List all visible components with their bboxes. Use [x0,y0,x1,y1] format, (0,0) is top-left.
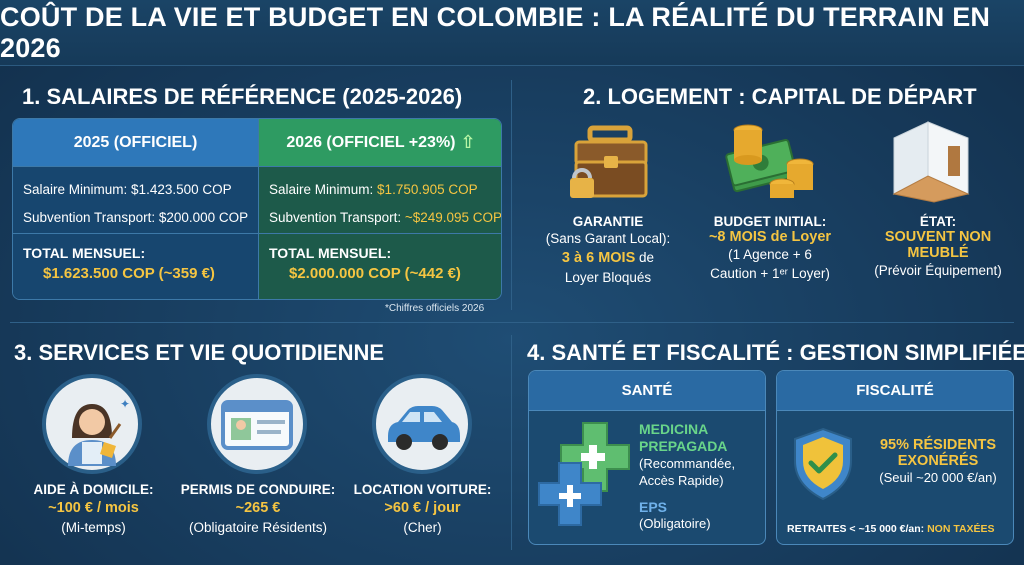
permis-block: PERMIS DE CONDUIRE: ~265 € (Obligatoire … [168,480,348,537]
empty-room-icon [892,121,970,203]
service-value: ~100 € / mois [48,500,139,516]
budget-line3: Caution + 1ᵉʳ Loyer) [710,266,830,281]
title-bar: COÛT DE LA VIE ET BUDGET EN COLOMBIE : L… [0,0,1024,66]
transport-value: $200.000 COP [158,209,249,225]
service-label: AIDE À DOMICILE: [33,482,154,497]
salary-min-label: Salaire Minimum: [269,181,374,197]
eps-note: (Obligatoire) [639,516,711,531]
fiscal-main-block: 95% RÉSIDENTS EXONÉRÉS (Seuil ~20 000 €/… [863,437,1013,486]
svc-circle [207,374,307,474]
total-block: TOTAL MENSUEL: $2.000.000 COP (~442 €) [269,237,499,282]
service-value: >60 € / jour [384,500,461,516]
retraites-highlight: NON TAXÉES [927,523,995,535]
salary-header-2025: 2025 (OFFICIEL) [13,119,258,167]
salary-min-row: Salaire Minimum: $1.423.500 COP [13,175,258,203]
fiscal-panel: FISCALITÉ 95% RÉSIDENTS EXONÉRÉS (Seuil … [776,370,1014,545]
total-value: $2.000.000 COP (~442 €) [289,265,461,282]
garantie-block: GARANTIE (Sans Garant Local): 3 à 6 MOIS… [528,214,688,287]
service-note: (Obligatoire Résidents) [188,520,328,535]
sante-panel: SANTÉ MEDICINA PREPAGADA (Recommandée, A… [528,370,766,545]
salary-table: 2025 (OFFICIEL) Salaire Minimum: $1.423.… [12,118,502,300]
service-note: (Mi-temps) [61,520,126,535]
budget-label: BUDGET INITIAL: [713,214,827,229]
budget-line2: (1 Agence + 6 [728,247,812,262]
etat-block: ÉTAT: SOUVENT NON MEUBLÉ (Prévoir Équipe… [858,214,1018,280]
etat-line3: (Prévoir Équipement) [874,263,1002,278]
service-value: ~265 € [235,500,281,516]
medicina-line2: PREPAGADA [639,438,728,454]
salary-header-2026-label: 2026 (OFFICIEL +23%) [286,133,456,151]
medicina-note-1: (Recommandée, [639,456,736,471]
page-title: COÛT DE LA VIE ET BUDGET EN COLOMBIE : L… [0,1,991,63]
salary-column-2025: 2025 (OFFICIEL) Salaire Minimum: $1.423.… [13,119,258,299]
salary-min-value: $1.750.905 COP [377,181,478,197]
fiscal-note: (Seuil ~20 000 €/an) [879,470,997,485]
section-title-services: 3. SERVICES ET VIE QUOTIDIENNE [14,340,385,365]
medicina-line1: MEDICINA [639,421,709,437]
budget-highlight: ~8 MOIS de Loyer [708,229,832,245]
salary-header-2026: 2026 (OFFICIEL +23%) ⇧ [259,119,501,167]
transport-label: Subvention Transport: [269,209,402,225]
service-label: LOCATION VOITURE: [353,482,492,497]
garantie-label: GARANTIE [572,214,644,229]
aide-domicile-block: AIDE À DOMICILE: ~100 € / mois (Mi-temps… [6,480,181,537]
section-title-salaires: 1. SALAIRES DE RÉFÉRENCE (2025-2026) [22,84,463,109]
transport-label: Subvention Transport: [23,209,156,225]
arrow-up-icon: ⇧ [460,132,476,152]
divider [511,80,512,310]
transport-row: Subvention Transport: $200.000 COP [13,203,258,231]
money-stack-icon [725,124,814,198]
garantie-after: de [639,250,655,265]
sante-header: SANTÉ [529,371,765,411]
fiscal-highlight-1: 95% RÉSIDENTS [879,437,997,453]
etat-highlight-1: SOUVENT NON [884,229,992,245]
svc-circle: ✦ [42,374,142,474]
salary-min-value: $1.423.500 COP [131,181,232,197]
salary-column-2026: 2026 (OFFICIEL +23%) ⇧ Salaire Minimum: … [258,119,502,299]
garantie-highlight: 3 à 6 MOIS [561,250,636,266]
treasure-chest-lock-icon [570,125,648,198]
service-label: PERMIS DE CONDUIRE: [180,482,336,497]
fiscal-highlight-2: EXONÉRÉS [897,453,979,469]
salary-min-row: Salaire Minimum: $1.750.905 COP [259,175,501,203]
transport-row: Subvention Transport: ~$249.095 COP [259,203,502,231]
license-card-icon [221,400,293,450]
medicina-block: MEDICINA PREPAGADA (Recommandée, Accès R… [639,421,763,489]
eps-label: EPS [639,499,668,515]
total-label: TOTAL MENSUEL: [23,245,146,261]
shield-check-icon [794,427,852,501]
section-title-sante-fiscal: 4. SANTÉ ET FISCALITÉ : GESTION SIMPLIFI… [527,340,1024,365]
salary-min-label: Salaire Minimum: [23,181,128,197]
etat-highlight-2: MEUBLÉ [907,245,969,261]
car-icon [388,406,460,450]
fiscal-header: FISCALITÉ [777,371,1013,411]
service-note: (Cher) [403,520,442,535]
medicina-note-2: Accès Rapide) [639,473,724,488]
total-block: TOTAL MENSUEL: $1.623.500 COP (~359 €) [23,237,253,282]
transport-value: ~$249.095 COP [404,209,502,225]
medical-cross-icon [538,422,630,526]
garantie-line3: Loyer Bloqués [564,270,652,285]
garantie-sub: (Sans Garant Local): [545,231,671,246]
divider [511,335,512,550]
divider [13,233,501,234]
divider [10,322,1014,323]
budget-block: BUDGET INITIAL: ~8 MOIS de Loyer (1 Agen… [690,214,850,283]
total-value: $1.623.500 COP (~359 €) [43,265,215,282]
svc-circle [372,374,472,474]
etat-label: ÉTAT: [919,214,957,229]
location-voiture-block: LOCATION VOITURE: >60 € / jour (Cher) [340,480,505,537]
section-title-logement: 2. LOGEMENT : CAPITAL DE DÉPART [583,84,977,109]
retraites-line: RETRAITES < ~15 000 €/an: NON TAXÉES [787,523,1013,535]
svg-text:✦: ✦ [120,397,130,411]
retraites-label: RETRAITES < ~15 000 €/an: [787,523,925,535]
eps-block: EPS (Obligatoire) [639,499,763,532]
footnote: *Chiffres officiels 2026 [385,303,485,314]
housekeeper-icon: ✦ [68,397,130,466]
total-label: TOTAL MENSUEL: [269,245,392,261]
